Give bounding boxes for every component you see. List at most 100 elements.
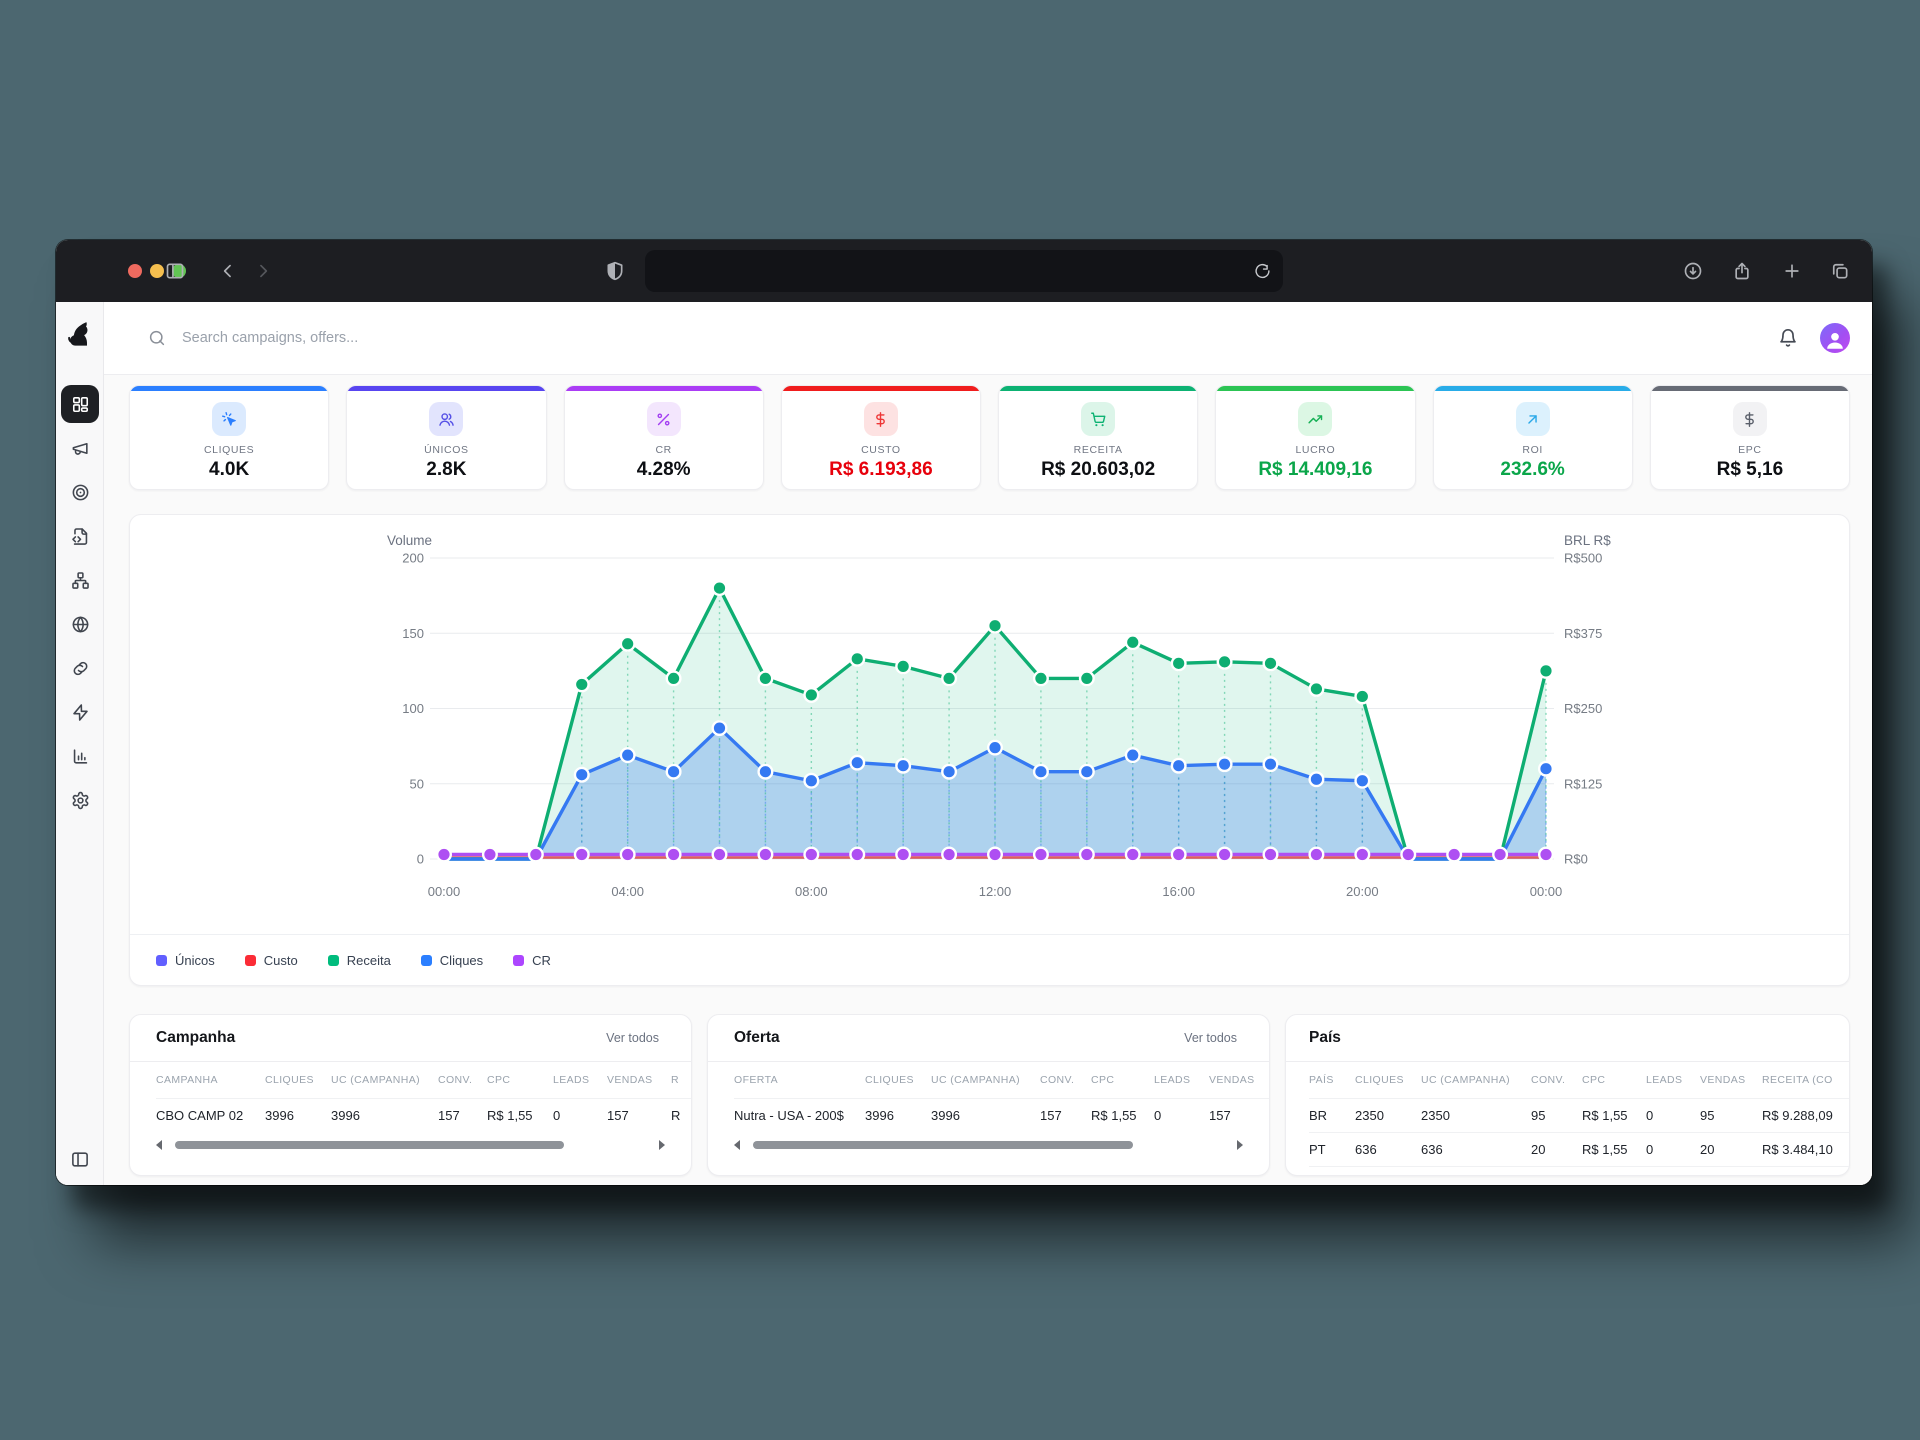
table-cell: 3996 (865, 1108, 894, 1123)
scroll-right-arrow[interactable] (659, 1140, 665, 1150)
url-bar[interactable] (645, 250, 1283, 292)
sidebar-item-dashboard[interactable] (56, 382, 104, 426)
kpi-card: ROI 232.6% (1432, 385, 1633, 490)
scroll-right-arrow[interactable] (1237, 1140, 1243, 1150)
forward-button[interactable] (253, 261, 273, 281)
kpi-card: CUSTO R$ 6.193,86 (780, 385, 981, 490)
legend-item-custo[interactable]: Custo (244, 953, 298, 968)
summary-tables-row: Campanha Ver todos CAMPANHA CLIQUES UC (CA… (129, 1014, 1850, 1176)
new-tab-icon[interactable] (1782, 261, 1802, 281)
browser-window: Search campaigns, offers... CLIQUES 4.0K… (56, 240, 1872, 1185)
table-cell: CPC (1091, 1074, 1115, 1086)
ver-todos-link[interactable]: Ver todos (606, 1031, 659, 1045)
legend-label: Cliques (439, 952, 484, 968)
table-card-oferta: Oferta Ver todos OFERTA CLIQUES UC (CAMPAN… (707, 1014, 1270, 1176)
notifications-bell-icon[interactable] (1778, 328, 1798, 348)
legend-label: Receita (346, 952, 391, 968)
app-root: Search campaigns, offers... CLIQUES 4.0K… (56, 302, 1872, 1185)
horizontal-scrollbar[interactable] (734, 1135, 1243, 1155)
scroll-track[interactable] (748, 1141, 1229, 1149)
svg-text:00:00: 00:00 (1530, 884, 1563, 899)
table-body: PAÍS CLIQUES UC (CAMPANHA) CONV. CPC LEADS VEN… (1286, 1062, 1849, 1167)
users-icon (438, 411, 455, 428)
legend-item-únicos[interactable]: Únicos (156, 953, 215, 968)
close-window-button[interactable] (128, 264, 142, 278)
sidebar-item-landers[interactable] (56, 514, 104, 558)
minimize-window-button[interactable] (150, 264, 164, 278)
sidebar-item-links[interactable] (56, 646, 104, 690)
table-cell: CBO CAMP 02 (156, 1108, 244, 1123)
trending-up-icon (1307, 411, 1324, 428)
scroll-thumb[interactable] (174, 1141, 565, 1149)
back-button[interactable] (218, 261, 238, 281)
app-logo-dog-icon[interactable] (65, 320, 95, 350)
scroll-track[interactable] (170, 1141, 651, 1149)
table-cell: 157 (438, 1108, 460, 1123)
ver-todos-link[interactable]: Ver todos (1184, 1031, 1237, 1045)
legend-swatch (244, 954, 256, 966)
table-cell: 0 (553, 1108, 561, 1123)
privacy-shield-icon[interactable] (605, 261, 625, 281)
sidebar-item-settings[interactable] (56, 778, 104, 822)
legend-item-cr[interactable]: CR (513, 953, 551, 968)
reload-icon[interactable] (1254, 263, 1271, 280)
share-icon[interactable] (1732, 261, 1752, 281)
table-cell: PAÍS (1309, 1074, 1334, 1086)
sidebar-collapse-icon[interactable] (70, 1150, 89, 1169)
legend-item-cliques[interactable]: Cliques (420, 952, 484, 968)
legend-swatch (513, 954, 525, 966)
sidebar-item-integrations[interactable] (56, 690, 104, 734)
bar-chart-icon (61, 737, 99, 775)
table-cell: 2350 (1421, 1108, 1450, 1123)
svg-text:50: 50 (410, 776, 424, 791)
user-avatar[interactable] (1820, 323, 1850, 353)
scroll-left-arrow[interactable] (734, 1140, 740, 1150)
sidebar-item-campaigns[interactable] (56, 426, 104, 470)
table-cell: Nutra - USA - 200$ (734, 1108, 844, 1123)
table-cell: 2350 (1355, 1108, 1384, 1123)
kpi-icon-chip (646, 402, 681, 436)
kpi-card: RECEITA R$ 20.603,02 (998, 385, 1199, 490)
table-card-país: País PAÍS CLIQUES UC (CAMPANHA) CONV. CPC LEA… (1285, 1014, 1850, 1176)
kpi-card: ÚNICOS 2.8K (346, 385, 547, 490)
table-card-header: Campanha Ver todos (130, 1015, 691, 1062)
svg-text:BRL R$: BRL R$ (1564, 533, 1611, 548)
table-cell: R$ 1,55 (487, 1108, 533, 1123)
sidebar-item-offers[interactable] (56, 470, 104, 514)
kpi-label: ÚNICOS (424, 444, 469, 456)
table-card-campanha: Campanha Ver todos CAMPANHA CLIQUES UC (CA… (129, 1014, 692, 1176)
kpi-value: R$ 20.603,02 (1041, 459, 1156, 480)
analytics-chart-card: 0 R$0 50 R$125 100 R$250 150 R$375 200 R$500 Volum… (129, 514, 1850, 986)
table-card-header: Oferta Ver todos (708, 1015, 1269, 1062)
kpi-card: CLIQUES 4.0K (129, 385, 330, 490)
sidebar-item-domains[interactable] (56, 602, 104, 646)
table-cell: R$ 1,55 (1091, 1108, 1137, 1123)
table-cell: UC (CAMPANHA) (1421, 1074, 1511, 1086)
table-body: OFERTA CLIQUES UC (CAMPANHA) CONV. CPC LEADS V… (708, 1062, 1269, 1155)
table-cell: CONV. (1040, 1074, 1075, 1086)
scroll-left-arrow[interactable] (156, 1140, 162, 1150)
downloads-icon[interactable] (1683, 261, 1703, 281)
search-input[interactable]: Search campaigns, offers... (182, 330, 359, 346)
browser-sidebar-toggle-icon[interactable] (165, 261, 185, 281)
legend-label: CR (532, 952, 551, 968)
app-sidebar (56, 302, 104, 1185)
table-cell: 95 (1531, 1108, 1546, 1123)
legend-label: Únicos (175, 952, 215, 968)
kpi-value: R$ 14.409,16 (1258, 459, 1373, 480)
arrow-up-right-icon (1524, 411, 1541, 428)
kpi-accent-bar (564, 386, 763, 391)
tab-overview-icon[interactable] (1830, 261, 1850, 281)
legend-item-receita[interactable]: Receita (327, 952, 391, 968)
table-cell: RECEITA (CO (1762, 1074, 1833, 1086)
sidebar-item-flows[interactable] (56, 558, 104, 602)
kpi-value: R$ 5,16 (1716, 459, 1784, 480)
kpi-value: 232.6% (1500, 459, 1565, 480)
sidebar-item-reports[interactable] (56, 734, 104, 778)
scroll-thumb[interactable] (752, 1141, 1133, 1149)
table-cell: VENDAS (1209, 1074, 1255, 1086)
file-code-icon (61, 517, 99, 555)
kpi-value: 2.8K (426, 459, 467, 480)
horizontal-scrollbar[interactable] (156, 1135, 665, 1155)
svg-text:16:00: 16:00 (1162, 884, 1195, 899)
